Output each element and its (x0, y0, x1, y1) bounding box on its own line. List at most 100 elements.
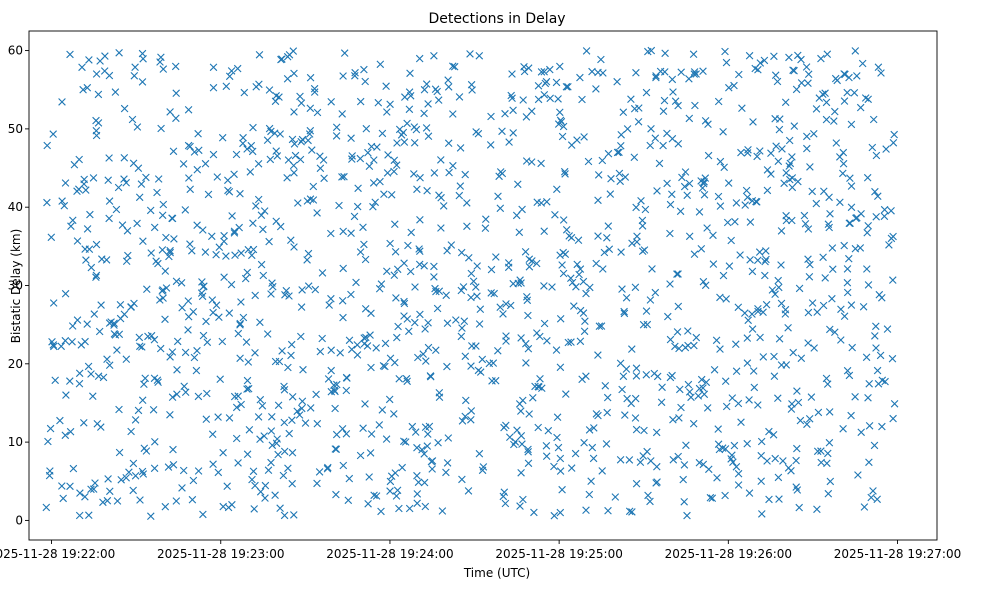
scatter-point (398, 463, 406, 472)
scatter-point (96, 57, 104, 65)
scatter-point (541, 79, 550, 88)
scatter-point (830, 117, 838, 125)
scatter-point (757, 477, 765, 485)
scatter-point (392, 294, 400, 302)
scatter-point (209, 308, 217, 317)
scatter-point (390, 167, 398, 176)
scatter-point (401, 438, 410, 446)
scatter-point (199, 226, 207, 234)
scatter-point (332, 430, 341, 439)
scatter-point (872, 151, 881, 160)
scatter-point (556, 108, 564, 117)
scatter-point (248, 147, 257, 156)
scatter-point (347, 290, 355, 299)
scatter-point (332, 123, 341, 132)
scatter-point (467, 293, 475, 302)
scatter-point (140, 380, 148, 388)
scatter-point (743, 193, 752, 202)
scatter-point (872, 213, 880, 221)
scatter-point (513, 426, 521, 434)
scatter-point (89, 174, 98, 182)
scatter-point (796, 416, 805, 425)
scatter-point (110, 319, 118, 328)
scatter-point (83, 83, 92, 92)
scatter-point (297, 99, 306, 107)
scatter-point (603, 234, 611, 242)
scatter-point (410, 123, 419, 131)
scatter-point (599, 69, 607, 77)
scatter-point (793, 444, 801, 453)
scatter-point (722, 402, 731, 411)
scatter-point (138, 78, 147, 86)
scatter-point (169, 147, 178, 156)
scatter-point (213, 173, 222, 181)
scatter-point (188, 247, 196, 255)
scatter-point (457, 332, 466, 341)
scatter-point (244, 384, 253, 393)
scatter-point (594, 171, 603, 179)
scatter-point (824, 220, 833, 228)
scatter-point (685, 179, 694, 188)
scatter-point (628, 239, 636, 248)
scatter-point (795, 503, 803, 512)
scatter-point (248, 251, 256, 260)
scatter-point (623, 125, 632, 133)
scatter-point (588, 443, 597, 452)
scatter-point (682, 441, 690, 450)
scatter-point (745, 396, 753, 404)
scatter-point (293, 407, 301, 416)
scatter-point (105, 214, 113, 223)
scatter-point (872, 344, 880, 352)
scatter-point (678, 173, 686, 182)
scatter-point (136, 342, 144, 351)
scatter-point (794, 177, 802, 186)
scatter-point (476, 305, 485, 313)
scatter-point (652, 72, 660, 80)
scatter-point (252, 202, 260, 210)
scatter-point (249, 219, 257, 227)
scatter-point (125, 468, 133, 476)
scatter-point (414, 478, 423, 487)
scatter-point (95, 327, 104, 336)
scatter-point (567, 141, 576, 149)
scatter-point (209, 150, 218, 159)
scatter-point (589, 454, 598, 463)
scatter-point (420, 478, 429, 487)
scatter-point (735, 70, 743, 79)
scatter-point (837, 336, 845, 344)
scatter-point (869, 487, 877, 495)
scatter-point (218, 133, 227, 142)
scatter-point (887, 234, 896, 243)
scatter-point (421, 325, 429, 333)
scatter-point (285, 292, 293, 300)
scatter-point (276, 504, 284, 512)
scatter-point (725, 83, 733, 92)
scatter-point (192, 366, 201, 375)
scatter-point (68, 322, 77, 330)
scatter-point (631, 414, 640, 422)
scatter-point (267, 427, 276, 435)
scatter-point (785, 53, 793, 62)
scatter-point (788, 174, 797, 182)
scatter-point (621, 173, 630, 181)
scatter-point (877, 69, 885, 77)
scatter-point (582, 47, 591, 55)
scatter-point (502, 337, 510, 345)
scatter-point (457, 248, 466, 257)
scatter-point (677, 68, 685, 76)
scatter-point (361, 305, 370, 313)
scatter-point (435, 389, 444, 397)
scatter-point (556, 116, 565, 125)
scatter-point (214, 468, 223, 477)
scatter-point (797, 79, 806, 87)
scatter-point (691, 101, 699, 110)
scatter-point (744, 316, 752, 325)
scatter-point (630, 104, 639, 113)
scatter-point (716, 293, 724, 302)
scatter-point (400, 297, 408, 306)
scatter-point (330, 381, 338, 389)
scatter-point (383, 108, 391, 116)
scatter-point (550, 462, 558, 471)
scatter-point (585, 490, 594, 499)
scatter-point (290, 511, 298, 519)
